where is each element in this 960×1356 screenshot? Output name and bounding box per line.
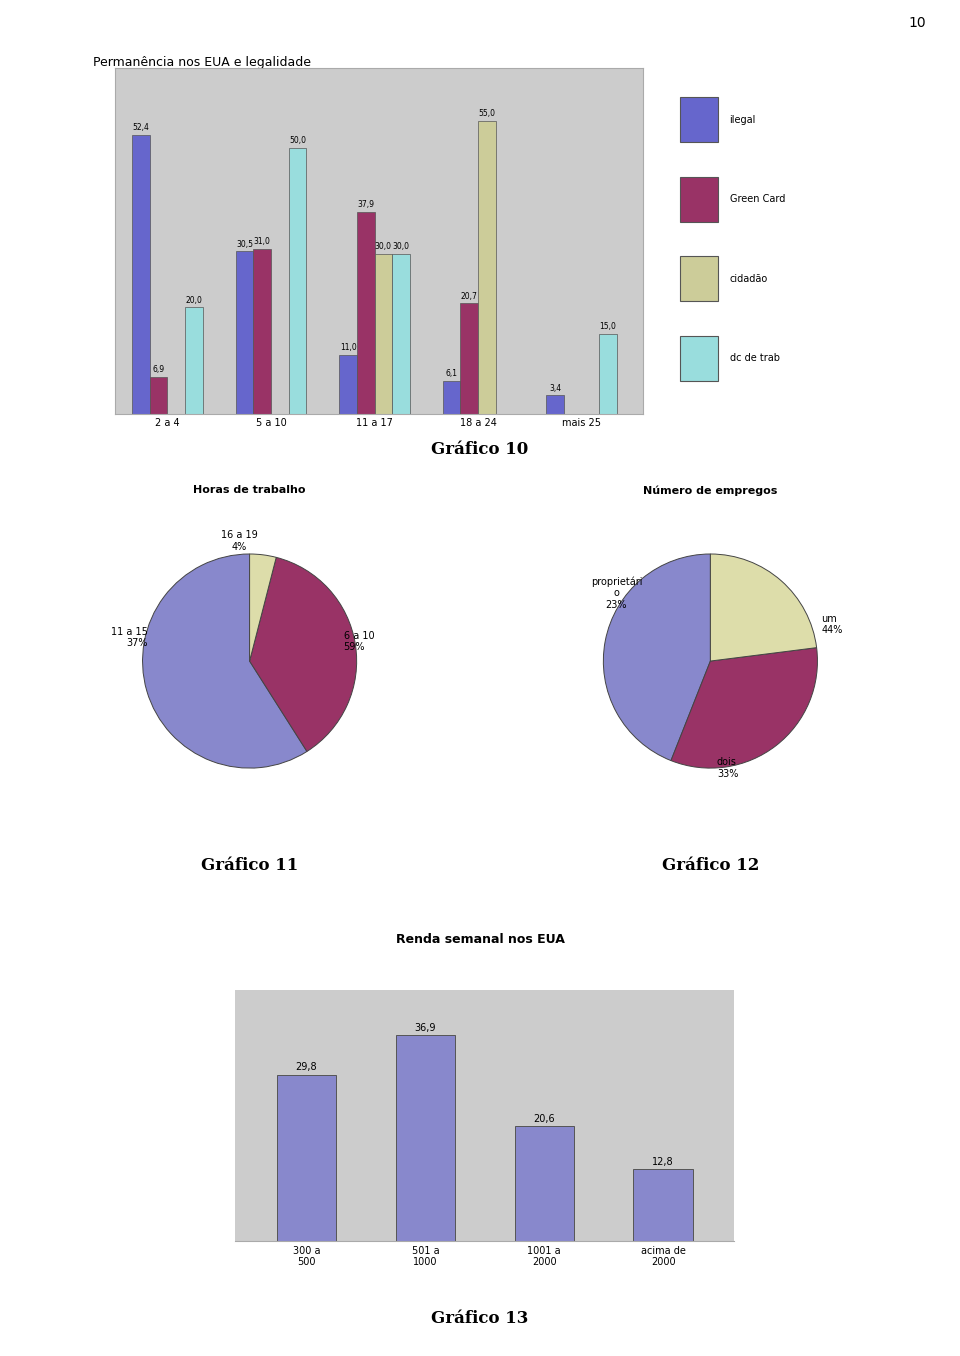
Text: 15,0: 15,0 xyxy=(600,323,616,331)
Text: um
44%: um 44% xyxy=(822,614,843,636)
Text: Gráfico 10: Gráfico 10 xyxy=(431,441,529,458)
Text: 20,0: 20,0 xyxy=(185,296,203,305)
Bar xyxy=(236,251,253,414)
Bar xyxy=(634,1169,693,1241)
Text: 12,8: 12,8 xyxy=(652,1157,674,1168)
Bar xyxy=(680,336,718,381)
Bar xyxy=(396,1035,455,1241)
Text: 50,0: 50,0 xyxy=(289,136,306,145)
Bar xyxy=(357,212,374,414)
Bar xyxy=(374,254,392,414)
Text: Gráfico 12: Gráfico 12 xyxy=(661,857,759,875)
Text: 36,9: 36,9 xyxy=(415,1022,436,1033)
Text: 55,0: 55,0 xyxy=(478,110,495,118)
Text: 31,0: 31,0 xyxy=(253,237,271,245)
Text: 10: 10 xyxy=(909,16,926,30)
Text: 6 a 10
59%: 6 a 10 59% xyxy=(344,631,374,652)
Bar xyxy=(443,381,461,414)
Bar xyxy=(546,396,564,414)
Text: Green Card: Green Card xyxy=(730,194,785,205)
Text: 20,7: 20,7 xyxy=(461,292,478,301)
Text: Permanência nos EUA e legalidade: Permanência nos EUA e legalidade xyxy=(93,56,311,69)
Text: 30,0: 30,0 xyxy=(374,243,392,251)
Bar xyxy=(461,304,478,414)
Text: 11 a 15
37%: 11 a 15 37% xyxy=(111,626,148,648)
Bar xyxy=(132,134,150,414)
Text: cidadão: cidadão xyxy=(730,274,768,283)
Text: Renda semanal nos EUA: Renda semanal nos EUA xyxy=(396,933,564,946)
Bar xyxy=(392,254,410,414)
Wedge shape xyxy=(603,555,710,761)
Bar xyxy=(185,308,203,414)
Bar xyxy=(680,256,718,301)
Text: 52,4: 52,4 xyxy=(132,123,150,132)
Text: 30,0: 30,0 xyxy=(393,243,410,251)
Text: dois
33%: dois 33% xyxy=(717,757,738,778)
Wedge shape xyxy=(250,555,276,660)
Bar xyxy=(339,355,357,414)
Bar xyxy=(680,98,718,142)
Bar xyxy=(150,377,167,414)
Bar xyxy=(515,1125,574,1241)
Text: Horas de trabalho: Horas de trabalho xyxy=(193,485,306,495)
Text: 6,9: 6,9 xyxy=(153,365,165,374)
Text: dc de trab: dc de trab xyxy=(730,354,780,363)
Text: proprietári
o
23%: proprietári o 23% xyxy=(590,576,642,610)
Text: 11,0: 11,0 xyxy=(340,343,356,353)
Bar xyxy=(276,1074,336,1241)
Text: Gráfico 11: Gráfico 11 xyxy=(201,857,299,875)
Text: Número de empregos: Número de empregos xyxy=(643,485,778,496)
Bar xyxy=(289,148,306,414)
Bar xyxy=(478,121,495,414)
Wedge shape xyxy=(250,557,357,751)
Text: Gráfico 13: Gráfico 13 xyxy=(431,1310,529,1328)
Text: ilegal: ilegal xyxy=(730,115,756,125)
Bar xyxy=(253,248,271,414)
Text: 29,8: 29,8 xyxy=(296,1062,318,1073)
Text: 20,6: 20,6 xyxy=(534,1113,555,1124)
Text: 3,4: 3,4 xyxy=(549,384,562,393)
Text: 16 a 19
4%: 16 a 19 4% xyxy=(221,530,257,552)
Text: 6,1: 6,1 xyxy=(445,369,458,378)
Text: 37,9: 37,9 xyxy=(357,201,374,209)
Wedge shape xyxy=(710,555,817,660)
Bar xyxy=(680,176,718,221)
Text: 30,5: 30,5 xyxy=(236,240,253,248)
Wedge shape xyxy=(671,648,818,767)
Wedge shape xyxy=(142,555,307,767)
Bar xyxy=(599,334,617,414)
